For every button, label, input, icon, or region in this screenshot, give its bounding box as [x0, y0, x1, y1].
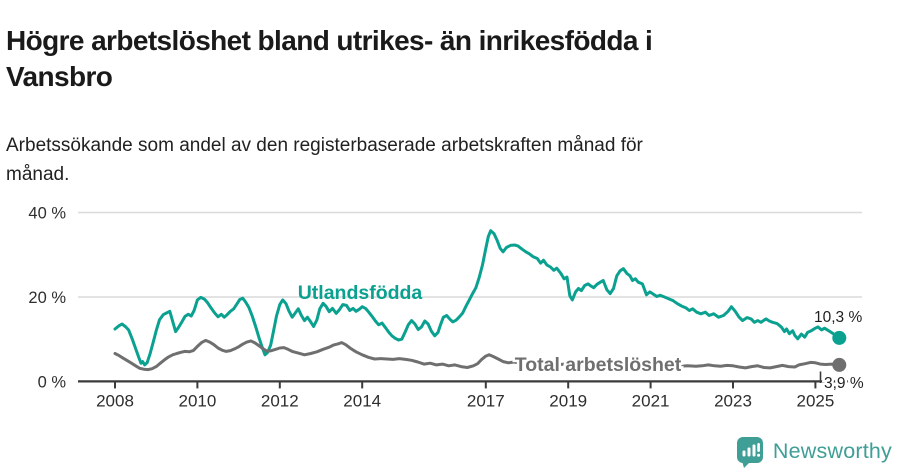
- chart-title-line-2: Vansbro: [6, 60, 113, 92]
- series-label-utlandsfodda: Utlandsfödda: [298, 282, 423, 304]
- x-axis-tick-label: 2012: [261, 391, 299, 410]
- series-label-total: Total arbetslöshet: [515, 354, 682, 376]
- x-axis-tick-label: 2021: [632, 391, 670, 410]
- y-axis-tick-label: 0 %: [38, 373, 67, 391]
- series-end-dot-utlandsfodda: [832, 330, 847, 345]
- chart-subtitle-line-2: månad.: [6, 164, 70, 185]
- x-axis-tick-label: 2010: [178, 391, 216, 410]
- chart-subtitle-line-1: Arbetssökande som andel av den registerb…: [6, 135, 643, 156]
- end-value-label-utlandsfodda: 10,3 %: [814, 309, 862, 326]
- series-line-utlandsfodda: [113, 229, 841, 367]
- chart-subtitle: Arbetssökande som andel av den registerb…: [6, 131, 866, 189]
- x-axis-tick-label: 2025: [796, 391, 834, 410]
- x-axis-tick-label: 2019: [549, 391, 587, 410]
- series-end-dot-total: [832, 357, 847, 372]
- y-axis-tick-label: 20 %: [28, 289, 66, 307]
- x-axis-tick-label: 2017: [467, 391, 505, 410]
- x-axis-tick-label: 2023: [714, 391, 752, 410]
- chart-title: Högre arbetslöshet bland utrikes- än inr…: [6, 23, 866, 95]
- newsworthy-logo: Newsworthy: [736, 435, 892, 468]
- newsworthy-logo-icon: [736, 437, 763, 468]
- y-axis-tick-label: 40 %: [28, 205, 66, 223]
- series-line-total: [113, 338, 841, 372]
- end-value-label-total: 3,9 %: [824, 375, 864, 392]
- x-axis-tick-label: 2014: [343, 391, 381, 410]
- chart-title-line-1: Högre arbetslöshet bland utrikes- än inr…: [6, 24, 653, 56]
- newsworthy-logo-text: Newsworthy: [772, 439, 892, 463]
- x-axis-tick-label: 2008: [96, 391, 134, 410]
